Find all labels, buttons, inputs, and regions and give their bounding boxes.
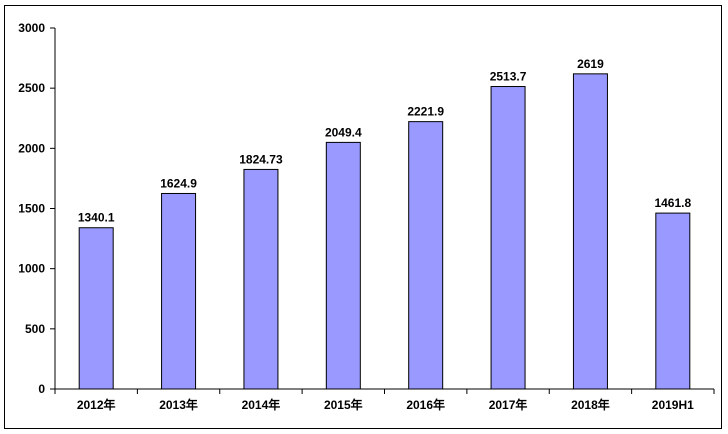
y-tick-label: 1500	[18, 202, 45, 216]
data-label: 2049.4	[325, 125, 362, 139]
y-tick-label: 1000	[18, 262, 45, 276]
x-axis: 2012年 2013年 2014年 2015年 2016年 2017年 2018年 2019H…	[54, 388, 715, 412]
y-tick-label: 500	[25, 322, 45, 336]
data-label: 1624.9	[160, 176, 197, 190]
data-label: 2513.7	[490, 70, 527, 84]
y-tick-label: 3000	[18, 21, 45, 35]
x-category-label: 2012年	[77, 397, 116, 412]
bar-2013年	[161, 192, 197, 390]
y-axis: 0 500 1000 1500 2000 2500 3000	[18, 21, 56, 396]
data-label: 1340.1	[78, 211, 115, 225]
x-category-label: 2014年	[242, 397, 281, 412]
bar-2014年	[243, 168, 279, 390]
bar-2017年	[490, 86, 526, 390]
x-category-label: 2017年	[489, 397, 528, 412]
y-tick-label: 2000	[18, 141, 45, 155]
data-labels: 1340.1 1624.9 1824.73 2049.4 2221.9 2513.7 261…	[78, 57, 692, 225]
x-category-label: 2019H1	[652, 398, 694, 412]
bar-2018年	[572, 73, 608, 390]
x-category-label: 2015年	[324, 397, 363, 412]
y-tick-label: 2500	[18, 81, 45, 95]
bar-2012年	[78, 227, 114, 390]
data-label: 2619	[577, 57, 604, 71]
x-category-label: 2018年	[571, 397, 610, 412]
y-tick-label: 0	[38, 382, 45, 396]
data-label: 1824.73	[239, 152, 283, 166]
data-label: 1461.8	[654, 196, 691, 210]
data-label: 2221.9	[407, 105, 444, 119]
x-category-label: 2013年	[159, 397, 198, 412]
bars	[78, 73, 691, 390]
bar-2016年	[408, 121, 444, 390]
bar-2015年	[325, 141, 361, 390]
bar-2019H1	[655, 212, 691, 390]
x-category-label: 2016年	[406, 397, 445, 412]
